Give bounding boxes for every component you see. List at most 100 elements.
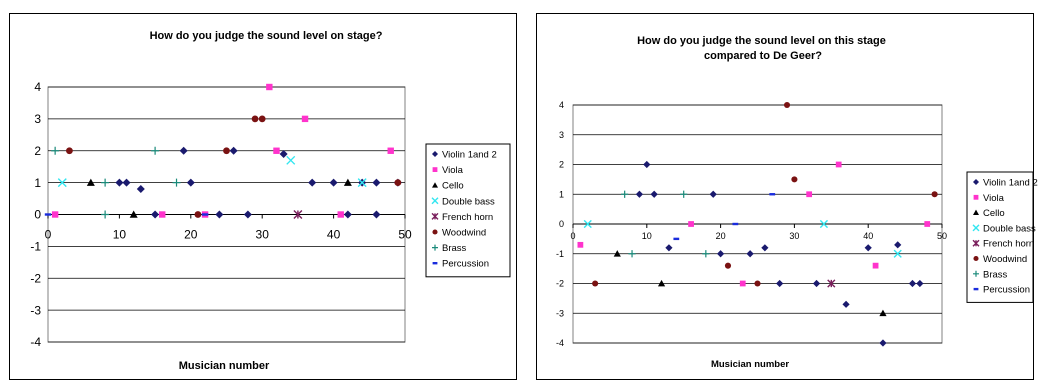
legend-label: Woodwind: [983, 254, 1027, 265]
legend-label: Viola: [442, 165, 464, 176]
legend-marker: [972, 224, 980, 232]
y-tick-label: 1: [34, 176, 41, 190]
series-viola: [577, 161, 931, 287]
data-point: [908, 279, 917, 288]
x-tick-label: 50: [937, 231, 947, 241]
data-point: [931, 191, 938, 198]
data-point: [129, 210, 138, 218]
data-point: [592, 280, 599, 287]
chart-left: How do you judge the sound level on stag…: [9, 13, 517, 380]
series-french-horn: [293, 210, 303, 219]
legend-marker: [431, 197, 439, 205]
data-point: [732, 222, 739, 226]
legend-marker: [973, 287, 979, 291]
data-point: [761, 244, 769, 252]
series-woodwind: [592, 101, 938, 287]
x-tick-label: 30: [789, 231, 799, 241]
legend-box: [966, 171, 1034, 303]
chart-title-line-1: How do you judge the sound level on this…: [637, 35, 886, 47]
y-tick-label: 3: [34, 112, 41, 126]
chart-right: How do you judge the sound level on this…: [536, 13, 1038, 380]
legend-label: Percussion: [983, 285, 1030, 296]
x-tick-label: 0: [45, 228, 52, 242]
data-point: [657, 279, 666, 287]
gridlines: [48, 86, 405, 343]
data-point: [279, 149, 288, 158]
x-ticks: 0 10 20 30 40 50: [570, 224, 947, 241]
x-tick-label: 40: [327, 228, 341, 242]
data-point: [115, 178, 124, 187]
legend: Violin 1and 2 Viola Cello Double bass French…: [966, 171, 1038, 303]
x-tick-label: 50: [398, 228, 412, 242]
y-tick-label: -2: [556, 279, 564, 289]
series-double-bass: [583, 219, 902, 258]
data-point: [51, 211, 59, 218]
y-tick-label: 0: [34, 208, 41, 222]
data-points: [44, 83, 402, 219]
data-point: [387, 147, 394, 154]
data-point: [286, 155, 296, 165]
data-point: [273, 147, 280, 154]
x-tick-label: 20: [716, 231, 726, 241]
data-point: [329, 178, 338, 187]
x-axis-label: Musician number: [179, 360, 270, 372]
legend-label: Brass: [983, 269, 1008, 280]
data-point: [394, 179, 402, 187]
data-point: [680, 190, 688, 198]
data-point: [916, 279, 924, 288]
data-point: [86, 178, 95, 186]
series-woodwind: [66, 115, 402, 218]
legend-label: Violin 1and 2: [442, 150, 497, 161]
legend-marker: [432, 229, 438, 235]
data-point: [812, 279, 821, 288]
y-tick-label: 2: [34, 144, 41, 158]
data-point: [151, 146, 160, 155]
x-tick-label: 0: [570, 231, 575, 241]
data-point: [872, 262, 879, 269]
legend-marker: [432, 182, 438, 188]
chart-title: How do you judge the sound level on this…: [637, 35, 889, 62]
x-ticks: 0 10 20 30 40 50: [45, 214, 412, 242]
series-percussion: [673, 193, 776, 241]
data-point: [251, 115, 259, 123]
data-point: [151, 210, 160, 219]
legend-label: Double bass: [983, 223, 1036, 234]
legend-marker: [973, 270, 979, 277]
data-point: [159, 211, 166, 218]
legend-label: Violin 1and 2: [983, 178, 1038, 189]
data-point: [746, 250, 754, 258]
x-tick-label: 40: [863, 231, 873, 241]
legend-marker: [973, 209, 979, 215]
legend-marker: [973, 255, 979, 262]
y-ticks: 4 3 2 1 0 -1 -2 -3 -4: [30, 80, 41, 349]
y-tick-label: -1: [556, 249, 564, 259]
data-point: [673, 237, 680, 241]
data-point: [66, 147, 73, 155]
legend-marker: [973, 179, 979, 185]
y-tick-label: 4: [34, 80, 41, 94]
data-point: [194, 211, 202, 218]
data-point: [343, 210, 352, 219]
y-tick-label: -4: [30, 335, 41, 349]
series-percussion: [44, 213, 209, 216]
data-point: [258, 115, 266, 123]
data-point: [924, 221, 931, 227]
data-point: [101, 178, 110, 187]
y-tick-label: 1: [559, 189, 564, 199]
x-tick-label: 30: [256, 228, 270, 242]
data-point: [665, 244, 673, 252]
data-point: [266, 83, 273, 91]
legend-marker: [432, 167, 438, 172]
data-point: [101, 210, 110, 219]
data-point: [293, 210, 303, 219]
data-point: [835, 161, 842, 168]
series-brass: [51, 146, 181, 219]
data-point: [372, 178, 381, 187]
data-point: [51, 146, 60, 155]
series-brass: [621, 190, 710, 258]
data-point: [643, 160, 651, 169]
data-point: [179, 146, 188, 155]
y-tick-label: -4: [556, 338, 564, 348]
chart-right-svg: How do you judge the sound level on this…: [556, 35, 1038, 370]
y-tick-label: 4: [559, 100, 564, 110]
